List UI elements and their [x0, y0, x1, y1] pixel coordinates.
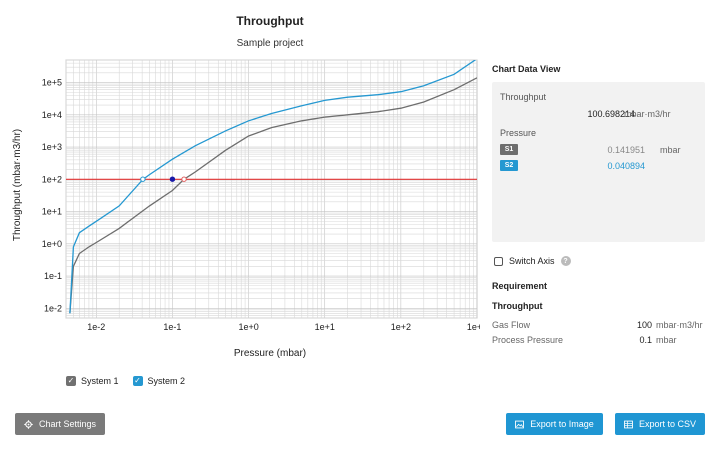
pressure-label: Pressure: [500, 128, 537, 138]
legend-system-1[interactable]: ✓ System 1: [66, 376, 119, 386]
legend-label-system-1: System 1: [81, 376, 119, 386]
series-line-1: [69, 77, 477, 314]
export-csv-label: Export to CSV: [638, 419, 697, 429]
switch-axis-toggle[interactable]: Switch Axis ?: [494, 256, 571, 266]
series-line-2: [69, 60, 477, 314]
export-image-button[interactable]: Export to Image: [506, 413, 603, 435]
y-tick-label: 1e-1: [44, 271, 62, 281]
chart-subtitle: Sample project: [236, 38, 304, 49]
x-tick-label: 1e+3: [467, 322, 480, 332]
gas-flow-unit: mbar·m3/hr: [656, 320, 703, 330]
s1-unit: mbar: [660, 145, 681, 155]
process-pressure-value: 0.1: [639, 335, 652, 345]
x-tick-label: 1e-1: [163, 322, 181, 332]
table-icon: [624, 420, 633, 428]
gas-flow-value: 100: [636, 320, 652, 330]
legend-system-2[interactable]: ✓ System 2: [132, 376, 186, 386]
x-tick-label: 1e+0: [238, 322, 258, 332]
chart-settings-label: Chart Settings: [38, 419, 97, 429]
intersection-marker: [140, 176, 146, 182]
y-tick-label: 1e+0: [42, 239, 62, 249]
legend: ✓ System 1 ✓ System 2: [66, 376, 185, 386]
intersection-marker: [169, 176, 176, 182]
y-tick-label: 1e+5: [42, 78, 62, 88]
throughput-unit: mbar·m3/hr: [624, 109, 671, 119]
y-axis-label: Throughput (mbar·m3/hr): [12, 128, 23, 242]
switch-axis-label: Switch Axis: [509, 256, 555, 266]
help-icon[interactable]: ?: [560, 256, 571, 266]
checkbox-checked-icon[interactable]: ✓: [132, 376, 143, 386]
x-tick-label: 1e+2: [391, 322, 411, 332]
s2-value: 0.040894: [607, 161, 645, 171]
chart-title: Throughput: [236, 14, 304, 28]
export-csv-button[interactable]: Export to CSV: [615, 413, 705, 435]
s2-tag: S2: [500, 160, 518, 171]
s1-tag: S1: [500, 144, 518, 155]
x-tick-label: 1e-2: [87, 322, 105, 332]
legend-label-system-2: System 2: [147, 376, 186, 386]
gas-flow-label: Gas Flow: [492, 320, 531, 330]
checkbox-unchecked-icon[interactable]: [494, 256, 503, 266]
intersection-marker: [181, 176, 187, 182]
requirement-title: Requirement: [492, 281, 548, 291]
chart-settings-button[interactable]: Chart Settings: [15, 413, 105, 435]
y-tick-label: 1e+4: [42, 110, 62, 120]
throughput-label: Throughput: [500, 92, 547, 102]
y-tick-label: 1e-2: [44, 303, 62, 313]
checkbox-checked-icon[interactable]: ✓: [66, 376, 76, 386]
throughput-value: 100.698214: [587, 109, 635, 119]
export-image-label: Export to Image: [530, 419, 594, 429]
x-axis-label: Pressure (mbar): [233, 348, 307, 359]
image-icon: [515, 420, 525, 428]
process-pressure-unit: mbar: [656, 335, 677, 345]
requirement-subtitle: Throughput: [492, 301, 543, 311]
y-tick-label: 1e+1: [42, 207, 62, 217]
data-view-panel: Throughput 100.698214 mbar·m3/hr Pressur…: [492, 82, 705, 242]
plot-area[interactable]: 1e-2 1e-1 1e+0 1e+1 1e+2 1e+3 1e-2 1e-1 1e+0 1e+1…: [0, 50, 480, 340]
y-tick-label: 1e+2: [42, 174, 62, 184]
data-view-title: Chart Data View: [492, 64, 561, 74]
x-tick-label: 1e+1: [315, 322, 335, 332]
y-tick-label: 1e+3: [42, 142, 62, 152]
process-pressure-label: Process Pressure: [492, 335, 564, 345]
s1-value: 0.141951: [607, 145, 645, 155]
gear-icon: [24, 419, 33, 429]
